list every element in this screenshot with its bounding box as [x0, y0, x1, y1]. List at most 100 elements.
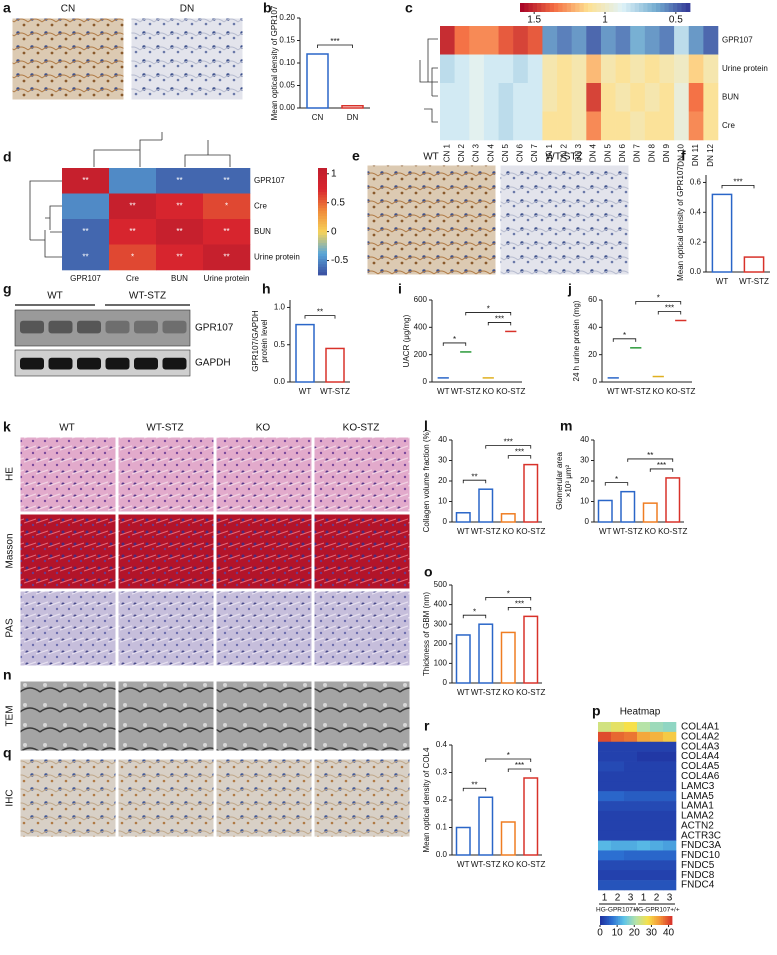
heatmap-cell [109, 168, 157, 194]
heatmap-cell [571, 26, 587, 55]
heatmap-cell [624, 880, 638, 891]
significance-bracket [612, 338, 637, 342]
x-tick-label: KO [644, 527, 656, 536]
y-tick-label: 30 [438, 456, 447, 465]
bar [500, 513, 516, 523]
heatmap-cell [630, 83, 646, 112]
heatmap-cell [674, 54, 690, 84]
significance-label: *** [495, 315, 504, 324]
heatmap-cell [703, 54, 719, 84]
colorbar-cell [607, 916, 610, 925]
colorbar-cell [666, 916, 669, 925]
heatmap-cell [611, 722, 625, 733]
cell-label: ** [176, 176, 182, 185]
column-label: DN 3 [574, 143, 583, 162]
colorbar-cell [621, 916, 624, 925]
colorbar-cell [639, 3, 644, 12]
colorbar-cell [318, 173, 327, 177]
micrograph [215, 590, 313, 667]
column-label: CN 4 [486, 143, 495, 162]
x-tick-label: DN [347, 113, 359, 122]
colorbar-cell [641, 916, 644, 925]
heatmap-cell [62, 168, 110, 194]
column-label: CN 6 [516, 143, 525, 162]
colorbar-cell [647, 3, 653, 12]
colorbar-cell [549, 3, 555, 12]
x-tick-label: WT [457, 527, 470, 536]
colorbar-cell [562, 3, 568, 12]
heatmap-cell [663, 771, 677, 782]
heatmap-cell [688, 26, 704, 55]
cell-label: ** [82, 227, 88, 236]
column-label: DN 10 [677, 143, 686, 166]
heatmap-cell [615, 83, 631, 112]
y-tick-label: 0 [593, 377, 598, 386]
bar [455, 826, 471, 856]
colorbar-cell [541, 3, 546, 12]
heatmap-cell [637, 850, 651, 861]
cell-label: ** [223, 227, 229, 236]
significance-bracket [442, 342, 467, 346]
heatmap-cell [598, 751, 612, 762]
x-tick-label: KO [502, 860, 514, 869]
significance-bracket [604, 482, 629, 486]
heatmap-cell [527, 26, 543, 55]
significance-label: * [623, 331, 626, 340]
image-label: DN [180, 4, 194, 15]
bar [500, 631, 516, 684]
y-tick-label: 40 [580, 435, 589, 444]
heatmap-cell [527, 111, 543, 141]
heatmap-cell [650, 761, 664, 772]
row-label: Cre [254, 201, 267, 210]
y-tick-label: 0.1 [436, 823, 448, 832]
heatmap-cell [513, 26, 529, 55]
heatmap-cell [469, 54, 485, 84]
y-tick-label: 0 [443, 517, 448, 526]
bar [455, 512, 471, 523]
dendrogram [29, 180, 62, 258]
colorbar-cell [603, 916, 606, 925]
x-tick-label: WT-STZ [471, 527, 501, 536]
column-label: GPR107 [70, 274, 101, 283]
heatmap-cell [637, 722, 651, 733]
column-label: 3 [628, 893, 634, 904]
micrograph [313, 680, 411, 752]
micrograph [19, 758, 117, 838]
heatmap-cell [663, 860, 677, 871]
bar [478, 623, 494, 684]
colorbar-cell [318, 194, 327, 198]
colorbar-cell [318, 192, 327, 196]
y-axis-label: Mean optical density of GPR107 [676, 166, 685, 281]
blot-band [162, 357, 187, 370]
colorbar-cell [670, 916, 673, 925]
cell-label: ** [82, 176, 88, 185]
cell-label: ** [176, 227, 182, 236]
column-label: CN 3 [472, 143, 481, 162]
y-tick-label: 10 [580, 497, 589, 506]
blot-band [162, 320, 187, 334]
significance-label: * [657, 294, 660, 303]
heatmap-cell [203, 244, 251, 271]
heatmap-cell [659, 26, 675, 55]
heatmap-cell [156, 219, 204, 245]
heatmap-cell [637, 830, 651, 841]
bar [341, 105, 364, 109]
row-label: GPR107 [254, 176, 285, 185]
heatmap-cell [650, 791, 664, 802]
x-tick-label: WT-STZ [621, 387, 651, 396]
micrograph [499, 164, 630, 276]
micrograph [117, 513, 215, 590]
x-tick-label: KO-STZ [658, 527, 687, 536]
colorbar-cell [650, 916, 653, 925]
y-tick-label: 30 [580, 456, 589, 465]
significance-bracket [317, 44, 353, 48]
y-tick-label: 500 [434, 580, 448, 589]
heatmap-cell [454, 26, 470, 55]
group-label: WT [47, 291, 63, 302]
bar [620, 490, 636, 523]
heatmap-cell [203, 219, 251, 245]
significance-label: * [487, 305, 490, 314]
blot-band [20, 320, 44, 334]
y-tick-label: 20 [580, 476, 589, 485]
colorbar-cell [579, 3, 585, 12]
